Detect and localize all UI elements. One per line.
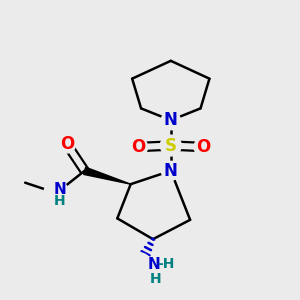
- Circle shape: [194, 137, 213, 157]
- Circle shape: [123, 253, 153, 282]
- Circle shape: [161, 161, 180, 180]
- Circle shape: [129, 137, 148, 157]
- Text: O: O: [196, 138, 211, 156]
- Text: O: O: [60, 135, 74, 153]
- Text: S: S: [165, 136, 177, 154]
- Text: N: N: [148, 257, 161, 272]
- Text: N: N: [164, 111, 178, 129]
- Text: H: H: [150, 272, 162, 286]
- Text: N: N: [54, 182, 66, 197]
- Circle shape: [161, 111, 180, 130]
- Circle shape: [160, 135, 181, 156]
- Text: N: N: [164, 162, 178, 180]
- Circle shape: [58, 135, 76, 153]
- Circle shape: [44, 181, 69, 206]
- Text: H: H: [54, 194, 66, 208]
- Polygon shape: [84, 167, 131, 184]
- Text: O: O: [131, 138, 145, 156]
- Text: -H: -H: [157, 257, 174, 272]
